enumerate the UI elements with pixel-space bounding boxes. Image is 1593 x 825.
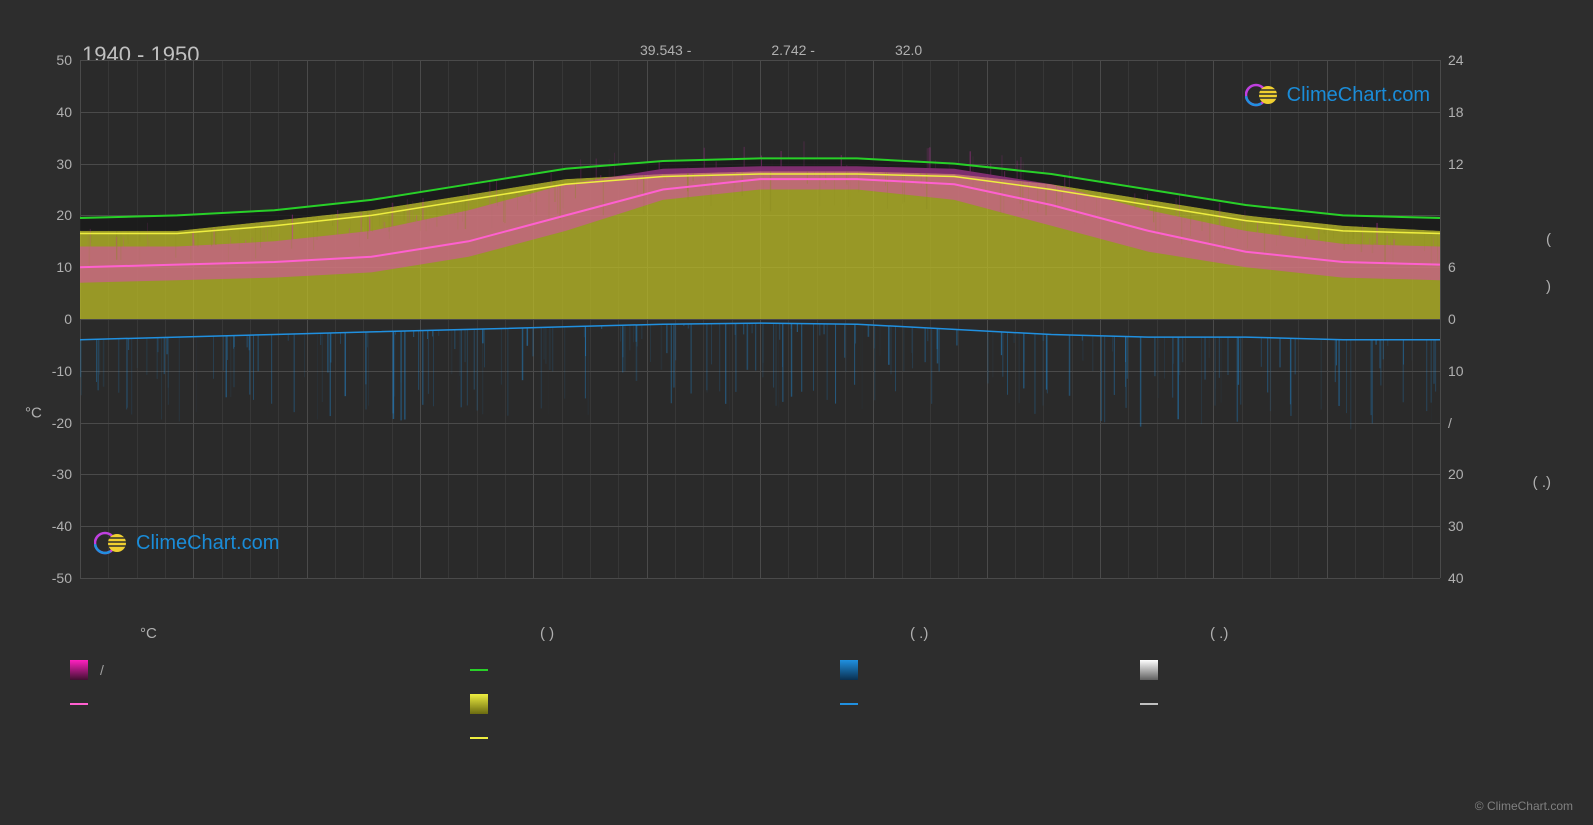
legend-header: ( .) [1140,625,1440,642]
legend-item [840,660,1140,680]
y-right-bracket: ( [1546,231,1551,248]
legend-item [470,660,840,680]
legend-swatch [70,660,88,680]
y-tick-right: 6 [1440,259,1456,275]
legend-item [1140,660,1440,680]
y-tick-left: -10 [52,363,80,379]
logo-icon [94,528,130,558]
legend-item [840,694,1140,714]
legend-item [470,728,840,748]
legend-swatch [840,660,858,680]
grid-h [80,578,1440,579]
legend-column: / [70,660,470,748]
chart-area: -50-40-30-20-1001020304050 2418126010/20… [80,60,1440,578]
legend-item [70,694,470,714]
y-tick-left: -50 [52,570,80,586]
y-right-bracket: ) [1546,278,1551,295]
legend-swatch [470,694,488,714]
legend-label: / [100,662,104,678]
y-tick-right: 10 [1440,363,1464,379]
copyright: © ClimeChart.com [1475,799,1573,813]
legend-swatch [470,737,488,739]
legend-header: ( .) [840,625,1140,642]
y-tick-left: 0 [64,311,80,327]
y-tick-right: 40 [1440,570,1464,586]
logo-icon [1245,80,1281,110]
y-tick-right: 30 [1440,518,1464,534]
y-tick-left: -20 [52,415,80,431]
y-tick-right: 24 [1440,52,1464,68]
y-axis-left-label: °C [25,404,42,421]
legend-swatch [1140,660,1158,680]
y-tick-right: 20 [1440,466,1464,482]
legend-swatch [840,703,858,705]
blue-line [80,323,1440,340]
logo-text: ClimeChart.com [136,532,279,555]
header-val3: 32.0 [895,42,922,58]
legend-item [470,694,840,714]
header-val2: 2.742 - [771,42,815,58]
y-tick-right: 12 [1440,156,1464,172]
legend-swatch [470,669,488,671]
legend-column [470,660,840,748]
y-tick-right: 0 [1440,311,1456,327]
logo-top-right: ClimeChart.com [1245,80,1430,110]
legend-item: / [70,660,470,680]
legend-column [1140,660,1440,748]
legend-column [840,660,1140,748]
y-right-bracket: ( .) [1533,474,1551,491]
y-tick-right: 18 [1440,104,1464,120]
y-tick-left: 50 [56,52,80,68]
y-tick-left: -30 [52,466,80,482]
y-tick-left: -40 [52,518,80,534]
legend-swatch [1140,703,1158,705]
logo-bottom-left: ClimeChart.com [94,528,279,558]
logo-text: ClimeChart.com [1287,84,1430,107]
chart-svg [80,60,1440,578]
legend-swatch [70,703,88,705]
y-tick-left: 10 [56,259,80,275]
y-tick-right: / [1440,415,1452,431]
header-val1: 39.543 - [640,42,691,58]
blue-streaks [81,323,1436,429]
legend-header: ( ) [470,625,840,642]
y-tick-left: 20 [56,207,80,223]
y-tick-left: 40 [56,104,80,120]
legend: °C( )( .)( .) / [70,625,1523,748]
legend-item [1140,694,1440,714]
header-values: 39.543 - 2.742 - 32.0 [640,42,922,58]
legend-header: °C [70,625,470,642]
y-tick-left: 30 [56,156,80,172]
